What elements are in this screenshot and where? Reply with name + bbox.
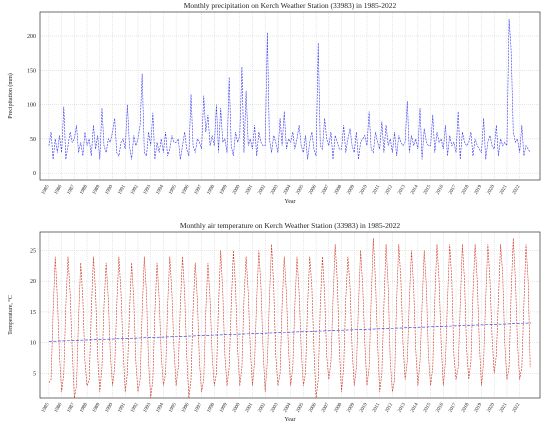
x-tick-label: 2005 bbox=[296, 184, 306, 196]
y-axis-label: Temperature, °C bbox=[7, 295, 14, 335]
x-tick-label: 1986 bbox=[54, 402, 64, 414]
y-tick-label: 100 bbox=[27, 103, 36, 109]
x-tick-label: 2002 bbox=[258, 184, 268, 196]
plot-frame bbox=[39, 231, 541, 399]
data-line bbox=[48, 238, 531, 399]
x-tick-label: 2019 bbox=[474, 184, 484, 196]
x-tick-label: 1987 bbox=[67, 402, 77, 414]
x-tick-label: 1996 bbox=[181, 184, 191, 196]
x-tick-label: 2021 bbox=[499, 184, 509, 196]
x-tick-label: 1990 bbox=[105, 184, 115, 196]
x-tick-label: 1993 bbox=[143, 402, 153, 414]
x-tick-label: 2020 bbox=[487, 402, 497, 414]
x-tick-label: 1991 bbox=[118, 184, 128, 196]
x-tick-label: 2009 bbox=[347, 184, 357, 196]
x-tick-label: 2013 bbox=[398, 184, 408, 196]
x-tick-label: 2020 bbox=[487, 184, 497, 196]
x-tick-label: 2003 bbox=[270, 184, 280, 196]
data-line bbox=[48, 18, 531, 160]
x-tick-label: 2017 bbox=[448, 402, 458, 414]
y-tick-label: 0 bbox=[33, 171, 36, 177]
x-tick-label: 2001 bbox=[245, 184, 255, 196]
x-tick-label: 2007 bbox=[321, 402, 331, 414]
x-tick-label: 2008 bbox=[334, 184, 344, 196]
x-tick-label: 1993 bbox=[143, 184, 153, 196]
x-tick-label: 2005 bbox=[296, 402, 306, 414]
x-tick-label: 1986 bbox=[54, 184, 64, 196]
x-tick-label: 2007 bbox=[321, 184, 331, 196]
x-tick-label: 2001 bbox=[245, 402, 255, 414]
x-tick-label: 2018 bbox=[461, 402, 471, 414]
y-tick-label: 200 bbox=[27, 34, 36, 40]
y-tick-label: 50 bbox=[30, 137, 36, 143]
x-tick-label: 2006 bbox=[308, 184, 318, 196]
chart-title: Monthly air temperature on Kerch Weather… bbox=[180, 221, 400, 230]
chart-title: Monthly precipitation on Kerch Weather S… bbox=[184, 1, 397, 10]
x-tick-label: 1994 bbox=[156, 402, 166, 414]
x-tick-label: 1997 bbox=[194, 184, 204, 196]
x-tick-label: 2019 bbox=[474, 402, 484, 414]
x-tick-label: 2015 bbox=[423, 184, 433, 196]
data-line bbox=[48, 322, 532, 342]
x-tick-label: 1999 bbox=[219, 402, 229, 414]
x-tick-label: 2014 bbox=[410, 402, 420, 414]
x-tick-label: 2002 bbox=[258, 402, 268, 414]
x-tick-label: 2008 bbox=[334, 402, 344, 414]
x-tick-label: 1989 bbox=[92, 184, 102, 196]
x-tick-label: 1994 bbox=[156, 184, 166, 196]
x-tick-label: 1985 bbox=[41, 402, 51, 414]
x-tick-label: 2006 bbox=[308, 402, 318, 414]
x-tick-label: 2012 bbox=[385, 402, 395, 414]
x-tick-label: 2003 bbox=[270, 402, 280, 414]
x-tick-label: 1992 bbox=[130, 402, 140, 414]
x-tick-label: 1998 bbox=[207, 402, 217, 414]
x-tick-label: 2021 bbox=[499, 402, 509, 414]
x-axis-label: Year bbox=[284, 417, 295, 423]
x-tick-label: 2010 bbox=[359, 184, 369, 196]
x-tick-label: 1997 bbox=[194, 402, 204, 414]
x-tick-label: 2022 bbox=[512, 402, 522, 414]
x-tick-label: 2000 bbox=[232, 402, 242, 414]
x-tick-label: 2018 bbox=[461, 184, 471, 196]
x-tick-label: 2015 bbox=[423, 402, 433, 414]
x-tick-label: 2011 bbox=[372, 402, 381, 413]
y-tick-label: 25 bbox=[30, 248, 36, 254]
x-tick-label: 2004 bbox=[283, 402, 293, 414]
x-tick-label: 1999 bbox=[219, 184, 229, 196]
x-tick-label: 2022 bbox=[512, 184, 522, 196]
y-tick-label: 150 bbox=[27, 68, 36, 74]
x-tick-label: 2014 bbox=[410, 184, 420, 196]
x-tick-label: 2017 bbox=[448, 184, 458, 196]
x-tick-label: 1998 bbox=[207, 184, 217, 196]
x-tick-label: 2004 bbox=[283, 184, 293, 196]
x-tick-label: 1987 bbox=[67, 184, 77, 196]
x-tick-label: 2010 bbox=[359, 402, 369, 414]
x-tick-label: 2016 bbox=[436, 402, 446, 414]
x-tick-label: 1990 bbox=[105, 402, 115, 414]
x-axis-label: Year bbox=[284, 199, 295, 205]
x-tick-label: 1988 bbox=[79, 184, 89, 196]
x-tick-label: 1995 bbox=[169, 402, 179, 414]
y-tick-label: 10 bbox=[30, 341, 36, 347]
x-tick-label: 1988 bbox=[79, 402, 89, 414]
x-tick-label: 1989 bbox=[92, 402, 102, 414]
y-tick-label: 20 bbox=[30, 279, 36, 285]
x-tick-label: 1995 bbox=[169, 184, 179, 196]
y-tick-label: 5 bbox=[33, 371, 36, 377]
x-tick-label: 1992 bbox=[130, 184, 140, 196]
y-axis-label: Precipitation (mm) bbox=[7, 73, 14, 119]
x-tick-label: 2012 bbox=[385, 184, 395, 196]
x-tick-label: 1996 bbox=[181, 402, 191, 414]
x-tick-label: 1991 bbox=[118, 402, 128, 414]
y-tick-label: 15 bbox=[30, 310, 36, 316]
plot-frame bbox=[39, 11, 541, 181]
x-tick-label: 2016 bbox=[436, 184, 446, 196]
x-tick-label: 2009 bbox=[347, 402, 357, 414]
x-tick-label: 1985 bbox=[41, 184, 51, 196]
x-tick-label: 2011 bbox=[372, 184, 381, 195]
x-tick-label: 2000 bbox=[232, 184, 242, 196]
x-tick-label: 2013 bbox=[398, 402, 408, 414]
